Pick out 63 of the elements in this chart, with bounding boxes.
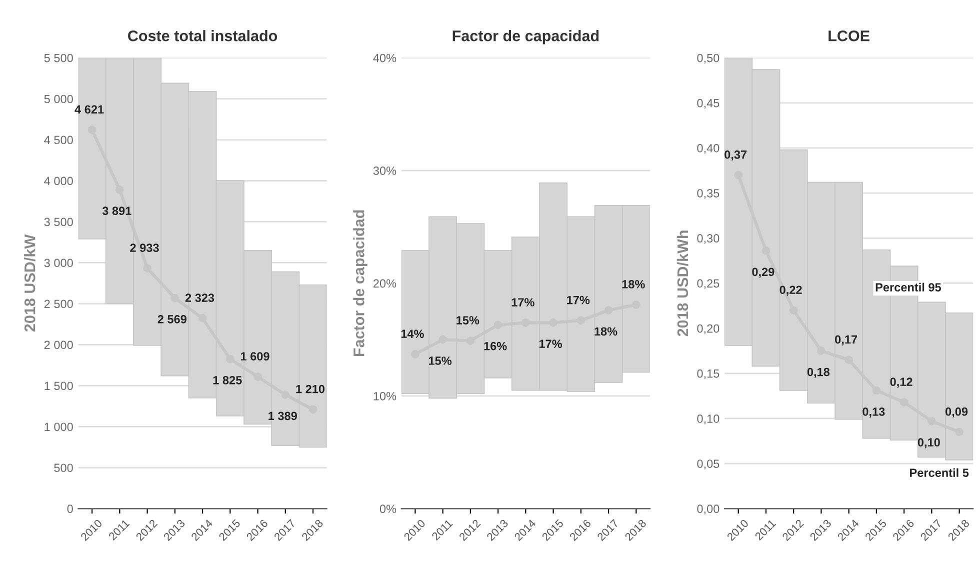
data-label: 15%: [428, 356, 452, 365]
y-tick-label: 3 500: [44, 218, 73, 226]
y-tick-label: 40%: [373, 54, 396, 62]
y-tick-label: 0,10: [697, 414, 720, 424]
data-label: 4 621: [74, 105, 104, 114]
data-label: 1 825: [213, 376, 242, 384]
y-tick-label: 0,50: [697, 54, 720, 64]
data-label: 0,10: [918, 438, 940, 448]
y-tick-label: 0,40: [697, 144, 720, 154]
y-tick-label: 1 000: [44, 422, 73, 432]
y-tick-label: 500: [54, 464, 73, 472]
y-tick-label: 0,30: [697, 234, 720, 244]
data-label: 1 609: [240, 352, 270, 361]
y-tick-label: 0,15: [697, 369, 720, 380]
chart-title: Coste total instalado: [128, 30, 278, 42]
y-tick-label: 4 000: [44, 176, 73, 186]
y-tick-label: 1 500: [44, 382, 73, 390]
y-tick-label: 10%: [374, 392, 396, 400]
data-label: 17%: [567, 296, 590, 304]
data-label: 0,13: [862, 408, 885, 418]
data-label: 0,18: [807, 368, 830, 378]
y-tick-label: 0,20: [697, 324, 720, 334]
y-tick-label: 0,25: [697, 279, 720, 290]
data-label: 1 389: [268, 412, 297, 420]
data-label: 18%: [594, 327, 618, 336]
data-label: 0,17: [835, 335, 858, 346]
y-axis-title: 2018 USD/kWh: [676, 230, 688, 336]
data-label: 0,22: [780, 286, 802, 296]
y-tick-label: 5 000: [44, 94, 73, 104]
data-label: 16%: [484, 342, 507, 350]
data-label: 14%: [401, 330, 424, 338]
y-axis-title: 2018 USD/kW: [24, 234, 36, 332]
y-tick-label: 2 500: [44, 300, 73, 308]
data-label: 17%: [539, 340, 562, 348]
chart-title: LCOE: [828, 30, 870, 42]
data-label: 1 210: [296, 384, 325, 394]
y-tick-label: 0,00: [697, 504, 720, 514]
y-tick-label: 0: [67, 504, 73, 514]
y-tick-label: 0%: [380, 504, 396, 514]
y-tick-label: 4 500: [44, 136, 73, 144]
y-tick-label: 2 000: [44, 340, 73, 350]
y-tick-label: 5 500: [44, 54, 73, 62]
data-label: 0,12: [890, 378, 912, 388]
annotation: Percentil 5: [910, 468, 969, 477]
data-label: 2 933: [130, 244, 159, 252]
data-label: 17%: [512, 298, 534, 306]
chart-title: Factor de capacidad: [452, 30, 599, 44]
y-tick-label: 3 000: [44, 258, 73, 268]
annotation: Percentil 95: [876, 282, 942, 292]
y-tick-label: 30%: [373, 166, 396, 175]
y-tick-label: 20%: [373, 279, 396, 288]
data-label: 2 569: [158, 315, 186, 324]
data-label: 18%: [622, 280, 645, 288]
y-tick-label: 0,45: [697, 98, 720, 109]
y-tick-label: 0,05: [697, 460, 720, 470]
data-label: 15%: [456, 316, 480, 324]
y-tick-label: 0,35: [697, 189, 720, 199]
data-label: 2 323: [185, 294, 214, 302]
y-axis-title: Factor de capacidad: [353, 210, 368, 356]
data-label: 3 891: [102, 206, 132, 216]
data-label: 0,37: [724, 150, 747, 161]
data-label: 0,29: [752, 268, 774, 278]
data-label: 0,09: [946, 407, 968, 418]
